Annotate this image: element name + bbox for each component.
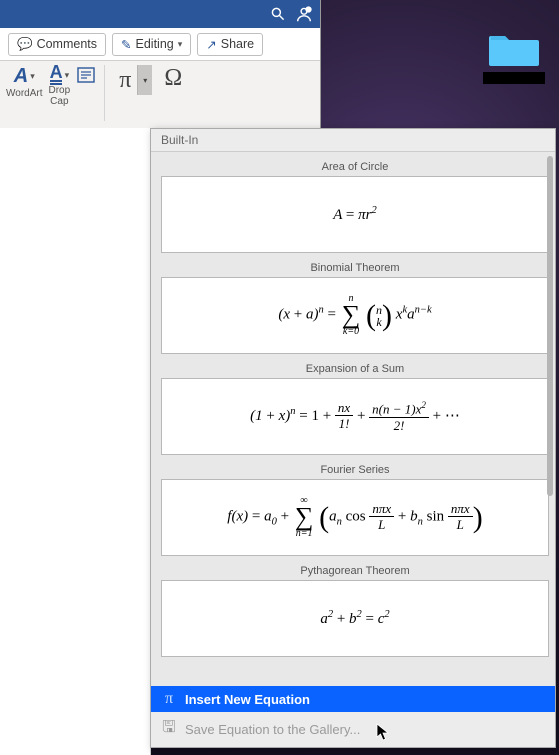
insert-new-equation[interactable]: π Insert New Equation <box>151 686 555 712</box>
editing-label: Editing <box>136 37 174 51</box>
equation-preview: f(x) = a0 + ∞∑n=1 (an cos nπxL + bn sin … <box>161 479 549 556</box>
chevron-down-icon: ▾ <box>65 70 70 81</box>
save-icon: 🖫 <box>161 716 177 743</box>
equation-preview: A = πr2 <box>161 176 549 253</box>
document-area <box>0 128 151 755</box>
pencil-icon: ✎ <box>121 37 131 52</box>
equation-dropdown-arrow[interactable]: ▾ <box>137 65 152 95</box>
scrollbar-thumb[interactable] <box>547 156 553 496</box>
equation-preview: (1 + x)n = 1 + nx1! + n(n − 1)x22! + ⋯ <box>161 378 549 455</box>
equation-title: Pythagorean Theorem <box>161 562 549 580</box>
ribbon-insert-tab: A▾ WordArt A▾ Drop Cap π ▾ Ω <box>0 61 320 137</box>
desktop-folder-label <box>483 72 545 84</box>
chevron-down-icon: ▾ <box>178 39 183 50</box>
editing-button[interactable]: ✎ Editing ▾ <box>112 33 191 56</box>
symbol-button[interactable]: Ω <box>158 65 188 125</box>
equation-title: Binomial Theorem <box>161 259 549 277</box>
insert-new-equation-label: Insert New Equation <box>185 692 310 707</box>
equation-item-binomial-theorem[interactable]: Binomial Theorem (x + a)n = n∑k=0 (nk) x… <box>161 259 549 354</box>
wordart-label: WordArt <box>6 89 43 100</box>
dropdown-header: Built-In <box>151 129 555 152</box>
search-icon[interactable] <box>268 4 288 24</box>
equation-button[interactable]: π ▾ <box>113 65 152 95</box>
equation-title: Expansion of a Sum <box>161 360 549 378</box>
save-equation-gallery: 🖫 Save Equation to the Gallery... <box>151 712 555 747</box>
equation-preview: a2 + b2 = c2 <box>161 580 549 657</box>
pi-icon: π <box>113 67 137 94</box>
equation-item-area-of-circle[interactable]: Area of Circle A = πr2 <box>161 158 549 253</box>
desktop-folder-icon[interactable] <box>489 30 539 68</box>
comments-label: Comments <box>37 37 97 51</box>
equation-item-expansion-of-sum[interactable]: Expansion of a Sum (1 + x)n = 1 + nx1! +… <box>161 360 549 455</box>
wordart-icon: A <box>14 65 28 88</box>
equation-preview: (x + a)n = n∑k=0 (nk) xkan−k <box>161 277 549 354</box>
titlebar <box>0 0 320 28</box>
dropdown-scroll-area: Area of Circle A = πr2 Binomial Theorem … <box>151 152 555 700</box>
textbox-icon <box>76 65 96 90</box>
dropcap-label: Drop Cap <box>49 86 71 107</box>
chevron-down-icon: ▾ <box>30 71 35 82</box>
account-icon[interactable] <box>294 4 314 24</box>
omega-icon: Ω <box>158 65 188 92</box>
pi-icon: π <box>161 690 177 708</box>
share-icon: ↗ <box>206 37 216 52</box>
share-button[interactable]: ↗ Share <box>197 33 263 56</box>
dropcap-icon: A <box>50 65 63 85</box>
equation-dropdown: Built-In Area of Circle A = πr2 Binomial… <box>150 128 556 748</box>
separator <box>104 65 105 121</box>
save-equation-gallery-label: Save Equation to the Gallery... <box>185 722 360 737</box>
share-label: Share <box>221 37 254 51</box>
ribbon-quick-actions: 💬 Comments ✎ Editing ▾ ↗ Share <box>0 28 320 61</box>
textbox-button[interactable] <box>76 65 96 125</box>
comment-icon: 💬 <box>17 37 33 52</box>
wordart-button[interactable]: A▾ WordArt <box>6 65 43 125</box>
equation-title: Fourier Series <box>161 461 549 479</box>
equation-title: Area of Circle <box>161 158 549 176</box>
equation-item-fourier-series[interactable]: Fourier Series f(x) = a0 + ∞∑n=1 (an cos… <box>161 461 549 556</box>
equation-item-pythagorean-theorem[interactable]: Pythagorean Theorem a2 + b2 = c2 <box>161 562 549 657</box>
comments-button[interactable]: 💬 Comments <box>8 33 106 56</box>
dropcap-button[interactable]: A▾ Drop Cap <box>49 65 71 125</box>
